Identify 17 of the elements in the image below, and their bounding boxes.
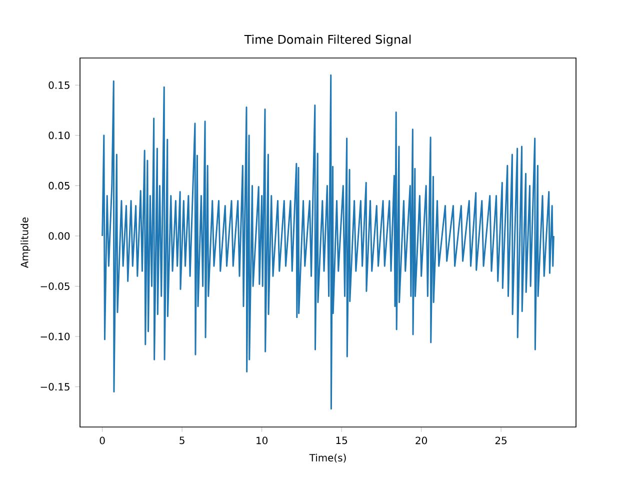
x-tick-label: 25 [495,436,507,444]
x-tick-label: 20 [416,436,427,444]
x-tick-label: 10 [256,436,268,444]
x-tick-label: 0 [100,436,105,444]
y-tick-label: 0.00 [48,232,70,240]
y-tick-label: 0.10 [48,132,70,140]
chart-title: Time Domain Filtered Signal [244,34,411,46]
x-tick-label: 5 [180,436,184,444]
line-series [102,74,554,410]
y-tick-label: 0.05 [48,182,70,190]
y-axis-title: Amplitude [20,217,30,268]
x-tick-label: 15 [336,436,348,444]
y-tick-label: −0.15 [40,383,70,391]
y-tick-label: −0.05 [40,282,70,290]
y-tick-label: 0.15 [48,81,70,89]
y-tick-label: −0.10 [40,332,70,340]
x-axis-title: Time(s) [309,454,346,463]
